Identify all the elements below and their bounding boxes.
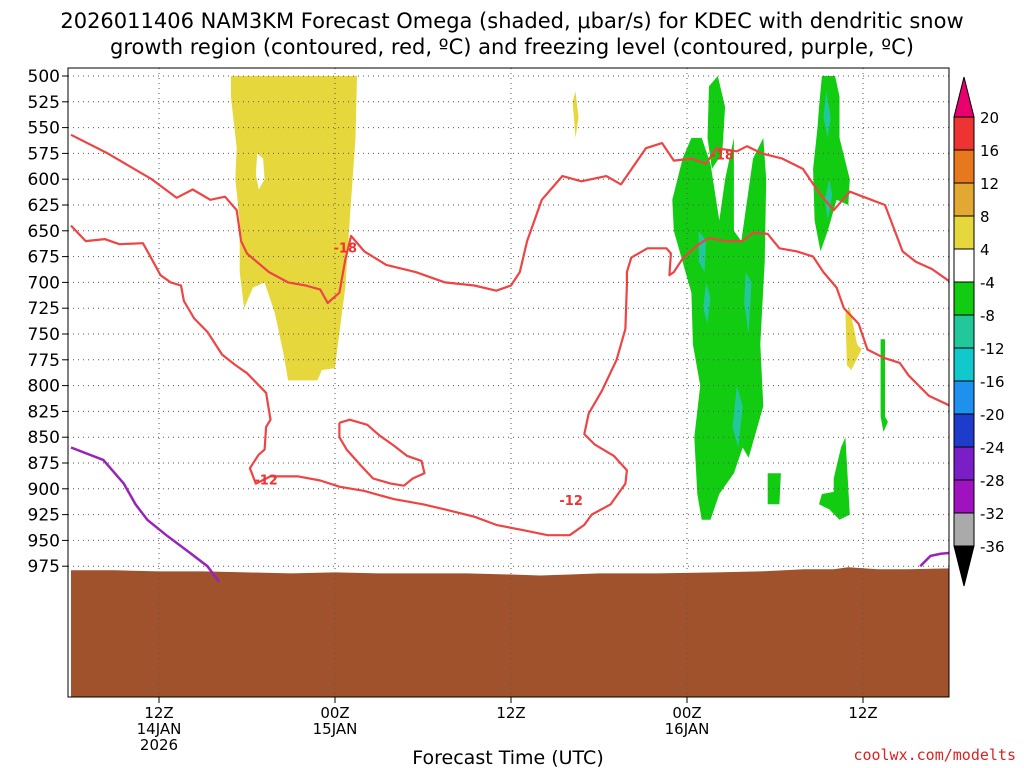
y-tick-label-925: 925 xyxy=(28,506,60,526)
y-tick-label-950: 950 xyxy=(28,531,60,551)
colorbar-label--32: -32 xyxy=(980,505,1005,523)
colorbar-label--24: -24 xyxy=(980,439,1005,457)
y-tick-label-825: 825 xyxy=(28,402,60,422)
colorbar-swatch-8 xyxy=(953,182,975,217)
colorbar-label-8: 8 xyxy=(980,208,990,226)
omega-region-downward-motion-minus-4-to-8-small xyxy=(767,473,781,505)
omega-region-downward-motion-minus-4-to-8-top xyxy=(707,76,726,169)
omega-region-downward-motion-minus-8-to-12-d xyxy=(732,385,743,448)
plot-area: -18 -12 -18 -12 xyxy=(68,68,949,697)
omega-region-upward-motion-positive-4-to-8-hole xyxy=(255,153,265,190)
freezing-level-line-0 xyxy=(70,446,221,583)
colorbar-label-12: 12 xyxy=(980,175,999,193)
omega-region-downward-motion-minus-4-to-8-lower-right xyxy=(819,437,850,520)
colorbar-swatch--36 xyxy=(953,512,975,547)
colorbar-label-20: 20 xyxy=(980,109,999,127)
colorbar-swatch--28 xyxy=(953,446,975,481)
omega-region-downward-motion-minus-4-to-8-west xyxy=(672,137,767,520)
y-tick-label-525: 525 xyxy=(28,93,60,113)
y-tick-label-625: 625 xyxy=(28,196,60,216)
terrain-surface xyxy=(71,567,949,697)
colorbar-label--16: -16 xyxy=(980,373,1005,391)
y-axis: 500 525 550 575 600 625 650 675 700 725 750 775 800 8… xyxy=(28,67,68,577)
dgz-contour-label: -12 xyxy=(254,474,278,489)
colorbar-swatch--12 xyxy=(953,314,975,349)
colorbar-label--4: -4 xyxy=(980,274,995,292)
y-tick-label-725: 725 xyxy=(28,299,60,319)
y-tick-label-900: 900 xyxy=(28,480,60,500)
x-tick-label-18-1: 15JAN xyxy=(313,720,358,738)
omega-region-upward-motion-positive-4-to-8-small xyxy=(845,308,862,371)
dgz-contour--12-1 xyxy=(70,224,949,537)
colorbar-label--8: -8 xyxy=(980,307,995,325)
x-axis-title: Forecast Time (UTC) xyxy=(412,747,603,768)
terrain-layer xyxy=(71,567,949,697)
colorbar-label--28: -28 xyxy=(980,472,1005,490)
colorbar-label--20: -20 xyxy=(980,406,1005,424)
freezing-level-layer xyxy=(70,446,949,583)
freezing-level-line-1 xyxy=(919,551,949,568)
colorbar-swatch-4 xyxy=(953,215,975,250)
x-tick-label-30-0: 12Z xyxy=(496,704,525,722)
y-tick-label-750: 750 xyxy=(28,325,60,345)
y-tick-label-850: 850 xyxy=(28,428,60,448)
dgz-contour-label: -18 xyxy=(710,148,734,163)
y-tick-label-600: 600 xyxy=(28,170,60,190)
x-tick-label-42-0: 00Z xyxy=(672,704,701,722)
x-tick-label-6-2: 2026 xyxy=(140,736,178,754)
y-tick-label-700: 700 xyxy=(28,273,60,293)
colorbar-top-arrow xyxy=(953,76,975,118)
gridlines xyxy=(68,68,949,697)
omega-region-downward-motion-minus-4-to-8-east xyxy=(813,76,850,252)
y-tick-label-675: 675 xyxy=(28,248,60,268)
omega-region-upward-motion-positive-4-to-8-main xyxy=(230,76,357,381)
y-tick-label-775: 775 xyxy=(28,351,60,371)
dgz-contour-closed-2 xyxy=(338,418,426,487)
y-tick-label-650: 650 xyxy=(28,222,60,242)
x-tick-label-18-0: 00Z xyxy=(320,704,349,722)
chart-title-line-1: 2026011406 NAM3KM Forecast Omega (shaded… xyxy=(60,9,963,33)
colorbar-label-16: 16 xyxy=(980,142,999,160)
colorbar-bottom-arrow xyxy=(953,545,975,587)
colorbar-swatch--32 xyxy=(953,479,975,514)
x-tick-label-6-0: 12Z xyxy=(144,704,173,722)
colorbar-swatch--4 xyxy=(953,248,975,283)
y-tick-label-875: 875 xyxy=(28,454,60,474)
colorbar-swatch--20 xyxy=(953,380,975,415)
credit-link[interactable]: coolwx.com/modelts xyxy=(853,746,1016,764)
x-tick-label-54-0: 12Z xyxy=(848,704,877,722)
colorbar-label-4: 4 xyxy=(980,241,990,259)
y-tick-label-500: 500 xyxy=(28,67,60,87)
omega-region-downward-motion-minus-4-to-8-strip xyxy=(880,339,888,432)
colorbar-swatch--16 xyxy=(953,347,975,382)
omega-region-downward-motion-minus-8-to-12-b xyxy=(703,282,711,324)
omega-region-downward-motion-minus-8-to-12-f xyxy=(824,179,833,221)
omega-region-upward-motion-positive-4-to-8-sliver xyxy=(572,91,579,138)
dgz-contour-label: -12 xyxy=(559,494,583,509)
omega-shading-layer xyxy=(230,76,888,520)
colorbar-swatch--8 xyxy=(953,281,975,316)
colorbar: 20 16 12 8 4 -4 -8 -12 -16 -20 -24 -28 -32 -36 xyxy=(953,76,1005,587)
omega-region-downward-motion-minus-8-to-12-c xyxy=(744,272,752,334)
dgz-contour-label: -18 xyxy=(334,241,358,256)
dgz-contour--18-0 xyxy=(70,133,949,305)
y-tick-label-975: 975 xyxy=(28,557,60,577)
chart-title-line-2: growth region (contoured, red, ºC) and f… xyxy=(110,35,914,59)
colorbar-swatch-16 xyxy=(953,116,975,151)
colorbar-swatch-12 xyxy=(953,149,975,184)
omega-region-downward-motion-minus-8-to-12-e xyxy=(823,91,831,138)
colorbar-swatch--24 xyxy=(953,413,975,448)
plot-frame xyxy=(67,67,950,698)
dgz-contour-layer: -18 -12 -18 -12 xyxy=(70,133,949,537)
colorbar-label--12: -12 xyxy=(980,340,1005,358)
y-tick-label-800: 800 xyxy=(28,377,60,397)
y-tick-label-575: 575 xyxy=(28,144,60,164)
y-tick-label-550: 550 xyxy=(28,119,60,139)
colorbar-label--36: -36 xyxy=(980,538,1005,556)
x-tick-label-42-1: 16JAN xyxy=(665,720,710,738)
x-tick-label-6-1: 14JAN xyxy=(137,720,182,738)
